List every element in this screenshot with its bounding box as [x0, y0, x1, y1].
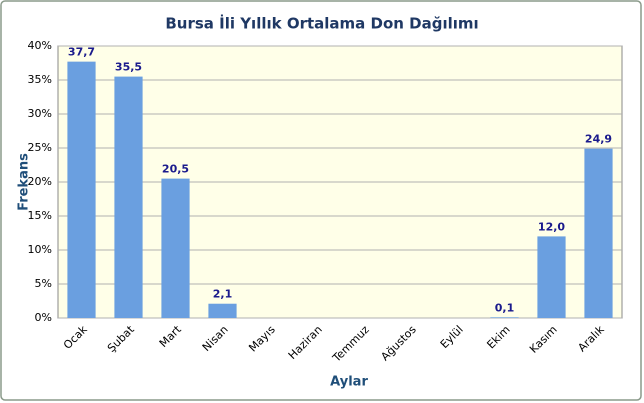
y-tick-label: 15% [28, 209, 52, 222]
value-label: 0,1 [495, 301, 515, 314]
x-axis-title: Aylar [330, 375, 368, 390]
y-tick-label: 25% [28, 141, 52, 154]
y-tick-label: 35% [28, 73, 52, 86]
y-tick-label: 10% [28, 243, 52, 256]
bar [208, 303, 237, 318]
value-label: 35,5 [115, 61, 142, 74]
y-tick-label: 40% [28, 39, 52, 52]
chart-title: Bursa İli Yıllık Ortalama Don Dağılımı [165, 14, 478, 33]
bar [490, 317, 519, 318]
y-tick-label: 20% [28, 175, 52, 188]
bar [584, 148, 613, 318]
bar [114, 76, 143, 318]
value-label: 2,1 [213, 288, 233, 301]
y-tick-label: 5% [35, 277, 52, 290]
bar [67, 61, 96, 318]
value-label: 20,5 [162, 163, 189, 176]
value-label: 37,7 [68, 46, 95, 59]
value-label: 24,9 [585, 133, 612, 146]
y-tick-label: 0% [35, 311, 52, 324]
y-tick-label: 30% [28, 107, 52, 120]
bar [161, 178, 190, 318]
value-label: 12,0 [538, 220, 565, 233]
bar [537, 236, 566, 318]
y-axis-title: Frekans [17, 153, 32, 211]
